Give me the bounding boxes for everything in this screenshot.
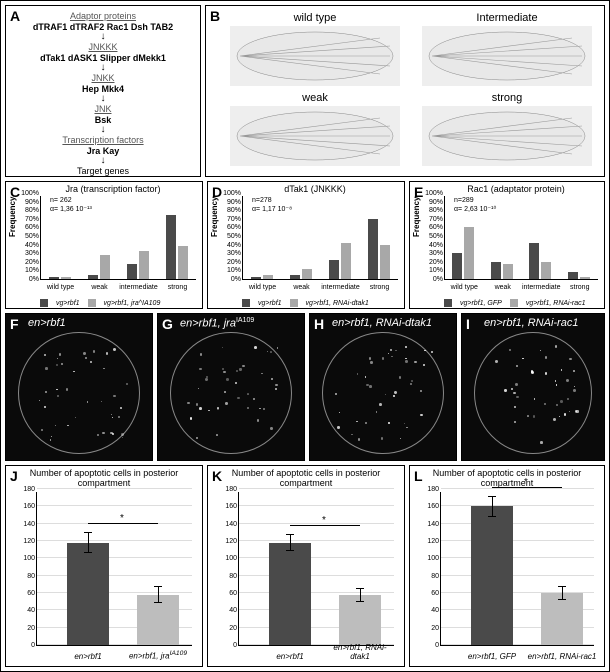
panel-i: I en>rbf1, RNAi-rac1 [461, 313, 605, 461]
panel-j: JNumber of apoptotic cells in posterior … [5, 465, 203, 667]
panel-d: DdTak1 (JNKKK)Frequency0%10%20%30%40%50%… [207, 181, 405, 309]
genotype-h: en>rbf1, RNAi-dtak1 [332, 317, 432, 329]
bar [380, 245, 390, 279]
wing-strong: strong [422, 106, 592, 166]
bar [368, 219, 378, 279]
chart-title: Jra (transcription factor) [24, 184, 202, 194]
bar [491, 262, 501, 279]
bar [290, 275, 300, 279]
legend: vg>rbf1vg>rbf1, jra^IA109 [40, 299, 198, 307]
panel-e: ERac1 (adaptator protein)Frequency0%10%2… [409, 181, 605, 309]
bar [541, 262, 551, 279]
wing-disc-h [322, 332, 444, 454]
panel-h: H en>rbf1, RNAi-dtak1 [309, 313, 457, 461]
wing-disc-f [18, 332, 140, 454]
panel-l: LNumber of apoptotic cells in posterior … [409, 465, 605, 667]
bar [178, 246, 188, 279]
pathway-diagram: Adaptor proteins dTRAF1 dTRAF2 Rac1 Dsh … [6, 6, 200, 176]
bar [67, 543, 109, 645]
legend: vg>rbf1, GFPvg>rbf1, RNAi-rac1 [444, 299, 600, 307]
bar [329, 260, 339, 279]
wing-disc-g [170, 332, 292, 454]
bar [263, 275, 273, 279]
panel-b-label: B [210, 8, 220, 24]
bar [61, 277, 71, 279]
panel-f: F en>rbf1 [5, 313, 153, 461]
bar [88, 275, 98, 279]
bar [529, 243, 539, 279]
panel-k: KNumber of apoptotic cells in posterior … [207, 465, 405, 667]
bar [139, 251, 149, 279]
wing-weak: weak [230, 106, 400, 166]
bar [471, 506, 513, 645]
bar [339, 595, 381, 645]
genotype-g: en>rbf1, jraIA109 [180, 317, 254, 330]
panel-a-label: A [10, 8, 20, 24]
wing-Intermediate: Intermediate [422, 26, 592, 86]
chart-area: 020406080100120140160180en>rbf1en>rbf1, … [238, 492, 394, 646]
bar [166, 215, 176, 280]
bar [580, 277, 590, 279]
bar [464, 227, 474, 279]
bar [302, 269, 312, 279]
bar [251, 277, 261, 279]
chart-title: Number of apoptotic cells in posterior c… [6, 468, 202, 488]
panel-a: A Adaptor proteins dTRAF1 dTRAF2 Rac1 Ds… [5, 5, 201, 177]
bar [541, 593, 583, 645]
panel-c: CJra (transcription factor)Frequency0%10… [5, 181, 203, 309]
bar [452, 253, 462, 279]
wing-disc-i [474, 332, 592, 454]
panel-g: G en>rbf1, jraIA109 [157, 313, 305, 461]
bar [100, 255, 110, 279]
bar [503, 264, 513, 279]
bar [568, 272, 578, 279]
chart-area: 020406080100120140160180en>rbf1en>rbf1, … [36, 492, 192, 646]
chart-title: Number of apoptotic cells in posterior c… [410, 468, 604, 488]
panel-b: B wild type Intermediate weak strong [205, 5, 605, 177]
chart-title: Rac1 (adaptator protein) [428, 184, 604, 194]
chart-area: 020406080100120140160180en>rbf1, GFPen>r… [440, 492, 594, 646]
chart-title: Number of apoptotic cells in posterior c… [208, 468, 404, 488]
legend: vg>rbf1vg>rbf1, RNAi-dtak1 [242, 299, 400, 307]
bar [269, 543, 311, 645]
genotype-i: en>rbf1, RNAi-rac1 [484, 317, 578, 329]
bar [49, 277, 59, 279]
bar [341, 243, 351, 279]
chart-title: dTak1 (JNKKK) [226, 184, 404, 194]
wing-wild-type: wild type [230, 26, 400, 86]
genotype-f: en>rbf1 [28, 317, 66, 329]
bar [127, 264, 137, 279]
